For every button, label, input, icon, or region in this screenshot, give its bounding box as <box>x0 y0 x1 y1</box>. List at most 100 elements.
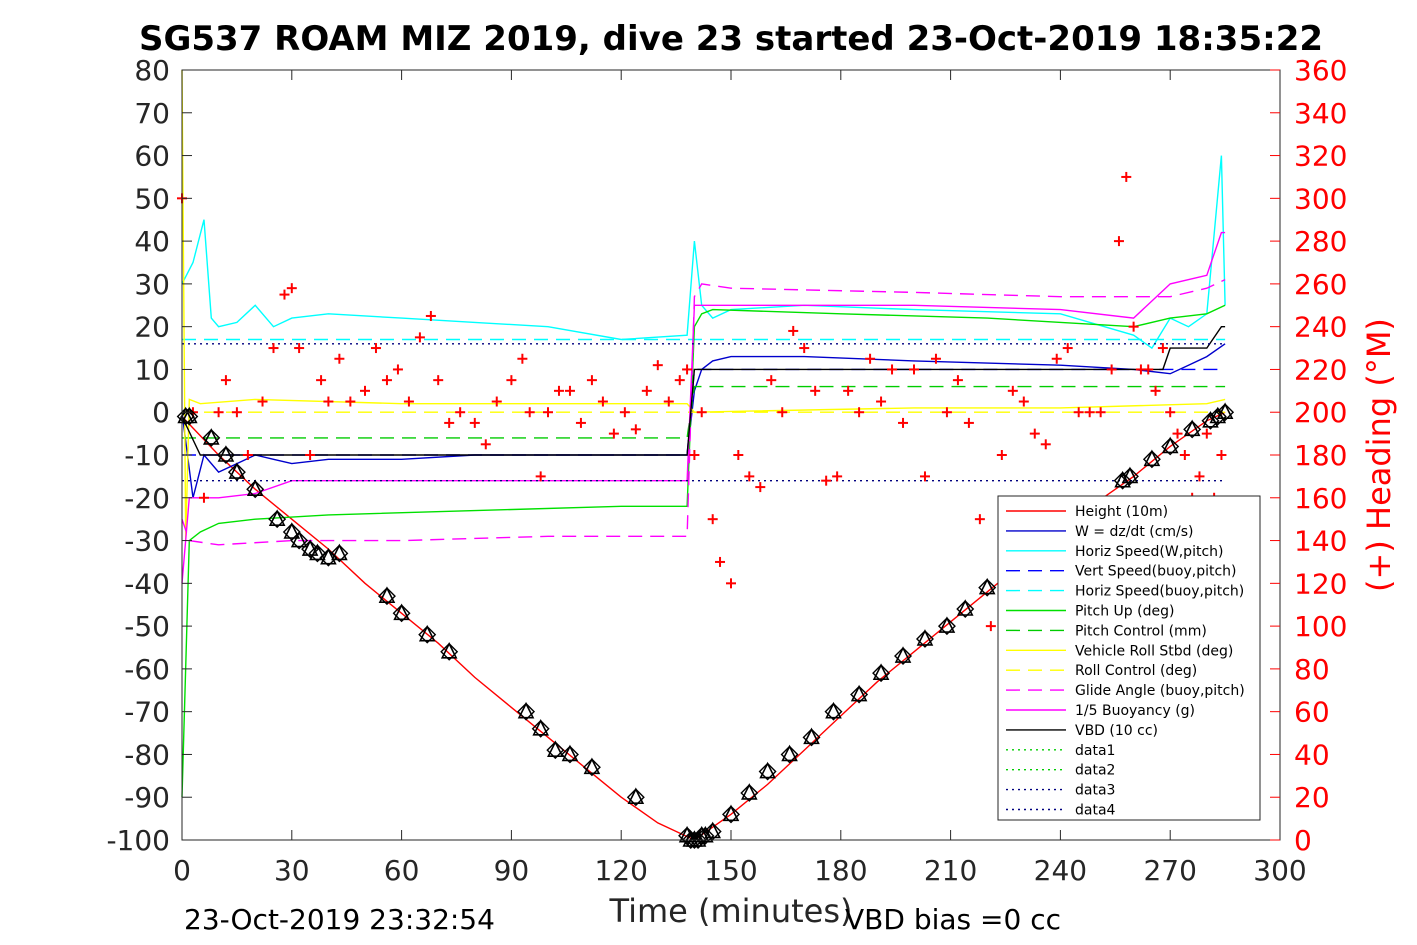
heading-point <box>360 385 370 396</box>
depth-marker <box>978 577 997 597</box>
depth-marker <box>780 744 799 764</box>
y-axis-right-label: (+) Heading (°M) <box>1360 318 1398 592</box>
heading-point <box>919 471 930 482</box>
heading-point <box>553 385 564 396</box>
heading-point <box>1128 321 1139 332</box>
y-right-tick-label: 40 <box>1294 738 1330 771</box>
x-tick-label: 150 <box>704 854 757 887</box>
y-right-tick-label: 20 <box>1294 781 1330 814</box>
legend-label: data3 <box>1075 783 1115 799</box>
y-axis-right: 3603403203002802602402202001801601401201… <box>1270 54 1347 857</box>
y-right-tick-label: 160 <box>1294 482 1347 515</box>
heading-point <box>1121 171 1132 182</box>
y-tick-label: 0 <box>152 396 170 429</box>
heading-point <box>469 417 480 428</box>
depth-marker <box>290 530 309 550</box>
heading-point <box>517 353 528 364</box>
series-line-10 <box>181 278 1226 546</box>
heading-point <box>821 475 832 486</box>
y-tick-label: 40 <box>134 225 170 258</box>
legend-label: Vehicle Roll Stbd (deg) <box>1075 643 1233 659</box>
legend-label: Pitch Control (mm) <box>1075 623 1207 639</box>
y-tick-label: -40 <box>124 567 170 600</box>
x-tick-label: 270 <box>1143 854 1196 887</box>
depth-marker <box>531 718 550 738</box>
heading-point <box>1084 407 1095 418</box>
y-right-tick-label: 0 <box>1294 824 1312 857</box>
heading-point <box>755 482 766 493</box>
y-tick-label: 20 <box>134 311 170 344</box>
heading-point <box>726 578 736 589</box>
depth-marker <box>582 757 601 777</box>
heading-point <box>1143 364 1154 375</box>
y-right-tick-label: 200 <box>1294 396 1347 429</box>
depth-marker <box>626 787 645 807</box>
legend-box <box>997 495 1261 821</box>
depth-marker <box>1120 466 1139 486</box>
depth-marker <box>330 543 349 563</box>
heading-point <box>455 407 466 418</box>
y-right-tick-label: 60 <box>1294 696 1330 729</box>
depth-marker <box>308 543 327 563</box>
heading-point <box>996 450 1007 460</box>
y-tick-label: -10 <box>124 439 170 472</box>
heading-layer <box>177 171 1227 632</box>
heading-point <box>242 450 253 460</box>
depth-marker <box>377 586 396 606</box>
y-right-tick-label: 140 <box>1294 525 1347 558</box>
heading-point <box>220 375 231 386</box>
heading-point <box>1194 471 1205 482</box>
heading-point <box>788 325 799 336</box>
x-tick-label: 180 <box>814 854 867 887</box>
y-right-tick-label: 220 <box>1294 353 1347 386</box>
x-axis-label: Time (minutes) <box>609 892 853 930</box>
legend-label: 1/5 Buoyancy (g) <box>1075 703 1195 719</box>
depth-marker <box>180 406 199 426</box>
heading-point <box>370 343 381 354</box>
heading-point <box>524 407 535 418</box>
heading-point <box>305 450 316 460</box>
y-right-tick-label: 360 <box>1294 54 1347 87</box>
heading-point <box>294 343 305 354</box>
heading-point <box>843 385 854 396</box>
heading-point <box>689 450 700 460</box>
heading-point <box>707 514 718 525</box>
depth-marker <box>956 599 975 618</box>
legend-label: Roll Control (deg) <box>1075 663 1197 679</box>
heading-point <box>1095 407 1106 418</box>
series-line-3 <box>181 155 1226 350</box>
heading-point <box>381 375 392 386</box>
heading-point <box>619 407 630 418</box>
x-tick-label: 0 <box>173 854 191 887</box>
heading-point <box>777 407 788 418</box>
legend-label: Vert Speed(buoy,pitch) <box>1075 564 1237 580</box>
x-tick-label: 240 <box>1034 854 1087 887</box>
heading-point <box>433 375 444 386</box>
heading-point <box>963 417 974 428</box>
y-tick-label: -70 <box>124 696 170 729</box>
heading-point <box>733 450 744 460</box>
heading-point <box>543 407 553 418</box>
series-layer <box>181 69 1226 841</box>
series-line-4 <box>182 368 1226 456</box>
heading-point <box>1179 450 1190 460</box>
heading-point <box>1157 343 1168 354</box>
depth-marker <box>824 701 843 721</box>
heading-point <box>1172 428 1183 439</box>
y-right-tick-label: 340 <box>1294 97 1347 130</box>
heading-point <box>480 439 491 450</box>
heading-point <box>854 407 865 418</box>
depth-marker <box>1183 419 1202 439</box>
heading-point <box>231 407 242 418</box>
depth-marker <box>722 804 740 824</box>
heading-point <box>1165 407 1176 418</box>
y-tick-label: 30 <box>134 268 170 301</box>
x-tick-label: 30 <box>274 854 310 887</box>
legend-label: Pitch Up (deg) <box>1075 604 1174 620</box>
heading-point <box>316 375 327 386</box>
depth-marker <box>546 740 565 760</box>
y-right-tick-label: 300 <box>1294 182 1347 215</box>
y-tick-label: -30 <box>124 525 170 558</box>
depth-marker <box>703 821 722 841</box>
